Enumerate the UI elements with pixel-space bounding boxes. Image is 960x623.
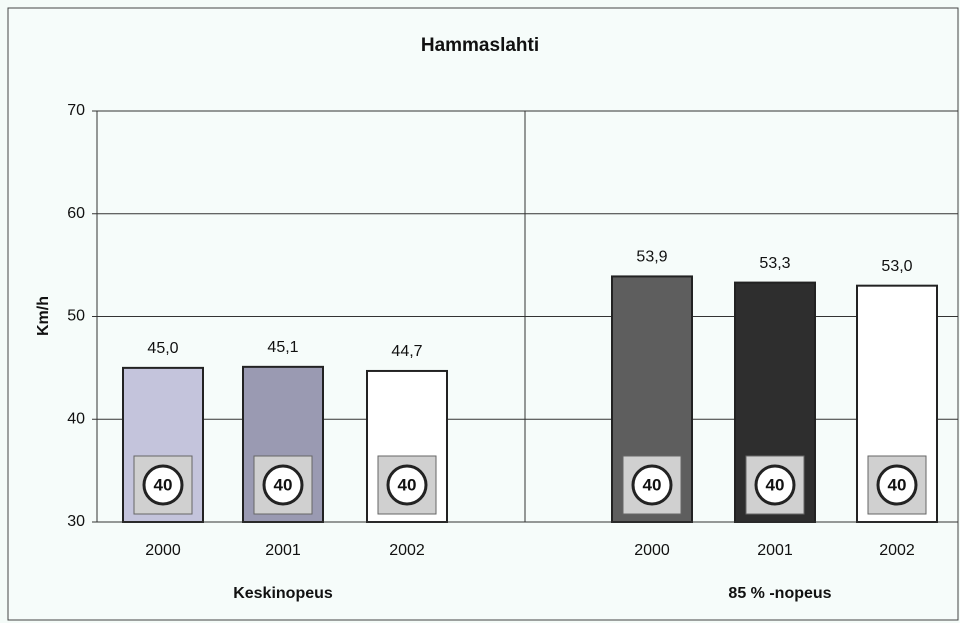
x-tick-label: 2002 <box>389 542 425 559</box>
speed-sign <box>262 464 304 506</box>
value-label: 45,0 <box>147 340 178 357</box>
speed-sign <box>631 464 673 506</box>
value-label: 45,1 <box>267 339 298 356</box>
speed-sign-text: 40 <box>766 475 785 494</box>
y-axis-label: Km/h <box>35 296 52 336</box>
speed-sign-text: 40 <box>274 475 293 494</box>
speed-sign-text: 40 <box>643 475 662 494</box>
speed-sign <box>142 464 184 506</box>
x-tick-label: 2000 <box>634 542 670 559</box>
speed-sign <box>754 464 796 506</box>
speed-sign-text: 40 <box>888 475 907 494</box>
chart-title: Hammaslahti <box>421 35 539 56</box>
group-label: 85 % -nopeus <box>728 585 831 602</box>
x-tick-label: 2000 <box>145 542 181 559</box>
group-label: Keskinopeus <box>233 585 333 602</box>
value-label: 53,3 <box>759 255 790 272</box>
x-tick-label: 2001 <box>265 542 301 559</box>
x-tick-label: 2001 <box>757 542 793 559</box>
value-label: 53,9 <box>636 249 667 266</box>
y-tick-label: 30 <box>67 513 85 530</box>
y-tick-label: 50 <box>67 308 85 325</box>
x-tick-label: 2002 <box>879 542 915 559</box>
speed-sign <box>876 464 918 506</box>
y-tick-label: 70 <box>67 102 85 119</box>
value-label: 44,7 <box>391 343 422 360</box>
speed-sign <box>386 464 428 506</box>
speed-sign-text: 40 <box>398 475 417 494</box>
y-tick-label: 40 <box>67 410 85 427</box>
y-tick-label: 60 <box>67 205 85 222</box>
speed-sign-text: 40 <box>154 475 173 494</box>
value-label: 53,0 <box>881 258 912 275</box>
